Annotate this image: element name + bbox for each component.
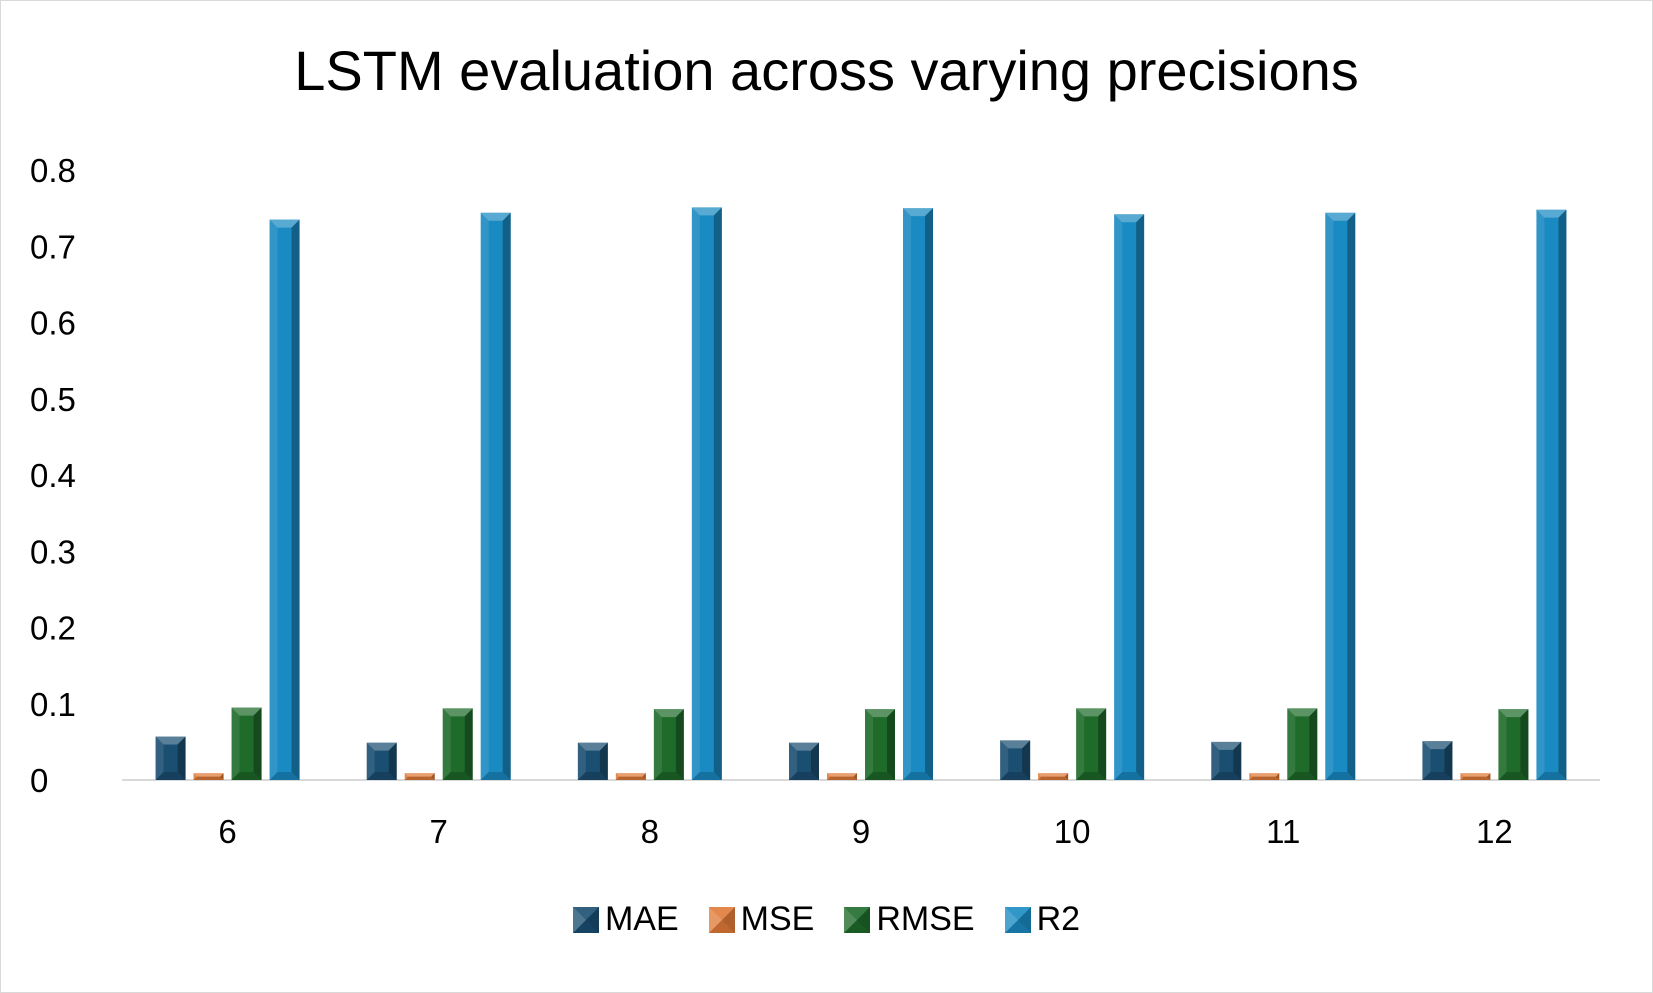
legend-item-mse: MSE xyxy=(708,900,815,939)
bar-mse-6 xyxy=(193,773,224,780)
x-tick-label: 6 xyxy=(218,813,236,850)
x-tick-label: 7 xyxy=(430,813,448,850)
bar-mse-8 xyxy=(615,773,646,780)
legend-swatch-icon xyxy=(844,906,871,933)
bar-mae-10 xyxy=(1000,740,1031,780)
bar-mae-12 xyxy=(1422,741,1453,780)
bar-mae-11 xyxy=(1211,741,1242,780)
y-tick-label: 0 xyxy=(30,762,48,799)
legend-label: RMSE xyxy=(876,900,975,938)
legend-label: MAE xyxy=(604,900,679,938)
legend-item-rmse: RMSE xyxy=(844,900,975,939)
legend-swatch-icon xyxy=(572,906,599,933)
legend-label: R2 xyxy=(1036,900,1081,938)
bar-rmse-12 xyxy=(1498,709,1529,780)
x-tick-label: 9 xyxy=(852,813,870,850)
y-tick-label: 0.2 xyxy=(30,610,76,647)
y-tick-label: 0.7 xyxy=(30,228,76,265)
bar-r2-11 xyxy=(1325,212,1356,780)
legend-label: MSE xyxy=(740,900,815,938)
x-tick-label: 12 xyxy=(1476,813,1513,850)
bar-mse-11 xyxy=(1249,773,1280,780)
y-tick-label: 0.4 xyxy=(30,457,76,494)
bar-rmse-7 xyxy=(442,708,473,780)
bar-mae-6 xyxy=(155,736,186,780)
bar-r2-10 xyxy=(1114,214,1145,781)
bar-mse-10 xyxy=(1038,773,1069,780)
bar-rmse-9 xyxy=(865,709,895,780)
y-tick-label: 0.3 xyxy=(30,533,76,570)
bar-rmse-10 xyxy=(1076,708,1107,780)
y-tick-label: 0.8 xyxy=(30,152,76,189)
x-tick-label: 10 xyxy=(1054,813,1091,850)
chart-legend: MAE MSE RMSE R2 xyxy=(0,900,1653,939)
legend-item-mae: MAE xyxy=(572,900,679,939)
x-tick-label: 8 xyxy=(641,813,659,850)
bar-r2-8 xyxy=(691,207,722,781)
bar-mae-7 xyxy=(366,742,397,780)
bar-mse-7 xyxy=(404,773,435,780)
legend-swatch-icon xyxy=(708,906,735,933)
y-tick-label: 0.5 xyxy=(30,381,76,418)
y-tick-label: 0.6 xyxy=(30,305,76,342)
bar-r2-12 xyxy=(1536,209,1567,780)
chart-title: LSTM evaluation across varying precision… xyxy=(294,39,1359,102)
legend-swatch-icon xyxy=(1004,906,1031,933)
bar-rmse-11 xyxy=(1287,708,1318,780)
bar-mae-9 xyxy=(789,742,819,780)
bar-r2-7 xyxy=(480,212,511,780)
bar-mae-8 xyxy=(577,742,608,780)
legend-item-r2: R2 xyxy=(1004,900,1081,939)
bar-rmse-8 xyxy=(653,709,684,780)
bar-rmse-6 xyxy=(231,707,262,780)
x-tick-label: 11 xyxy=(1266,813,1300,850)
bar-mse-12 xyxy=(1460,773,1491,780)
bar-mse-9 xyxy=(827,773,857,780)
bar-r2-9 xyxy=(903,208,933,780)
bar-r2-6 xyxy=(269,219,300,780)
y-tick-label: 0.1 xyxy=(30,686,76,723)
